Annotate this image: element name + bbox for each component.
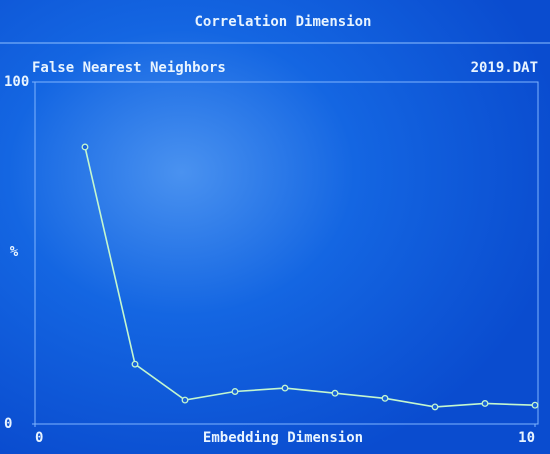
x-tick-label: 0 (35, 430, 43, 446)
data-point (131, 360, 139, 368)
data-point (81, 143, 89, 151)
data-line (84, 146, 536, 408)
data-point (331, 389, 339, 397)
data-point (231, 388, 239, 395)
data-point (381, 394, 389, 402)
data-point (181, 396, 189, 404)
data-point (281, 384, 289, 392)
data-point (481, 400, 489, 407)
y-tick-label: 100 (4, 74, 29, 90)
data-point (531, 401, 539, 409)
x-tick-label: 10 (518, 430, 535, 446)
y-axis-label: % (10, 244, 19, 260)
file-name: 2019.DAT (471, 60, 538, 76)
data-point (431, 403, 439, 411)
window-title: Correlation Dimension (194, 14, 371, 30)
chart-title: False Nearest Neighbors (32, 60, 226, 76)
plot-frame (34, 81, 539, 425)
y-tick-label: 0 (4, 416, 12, 432)
x-axis-label: Embedding Dimension (203, 430, 363, 446)
